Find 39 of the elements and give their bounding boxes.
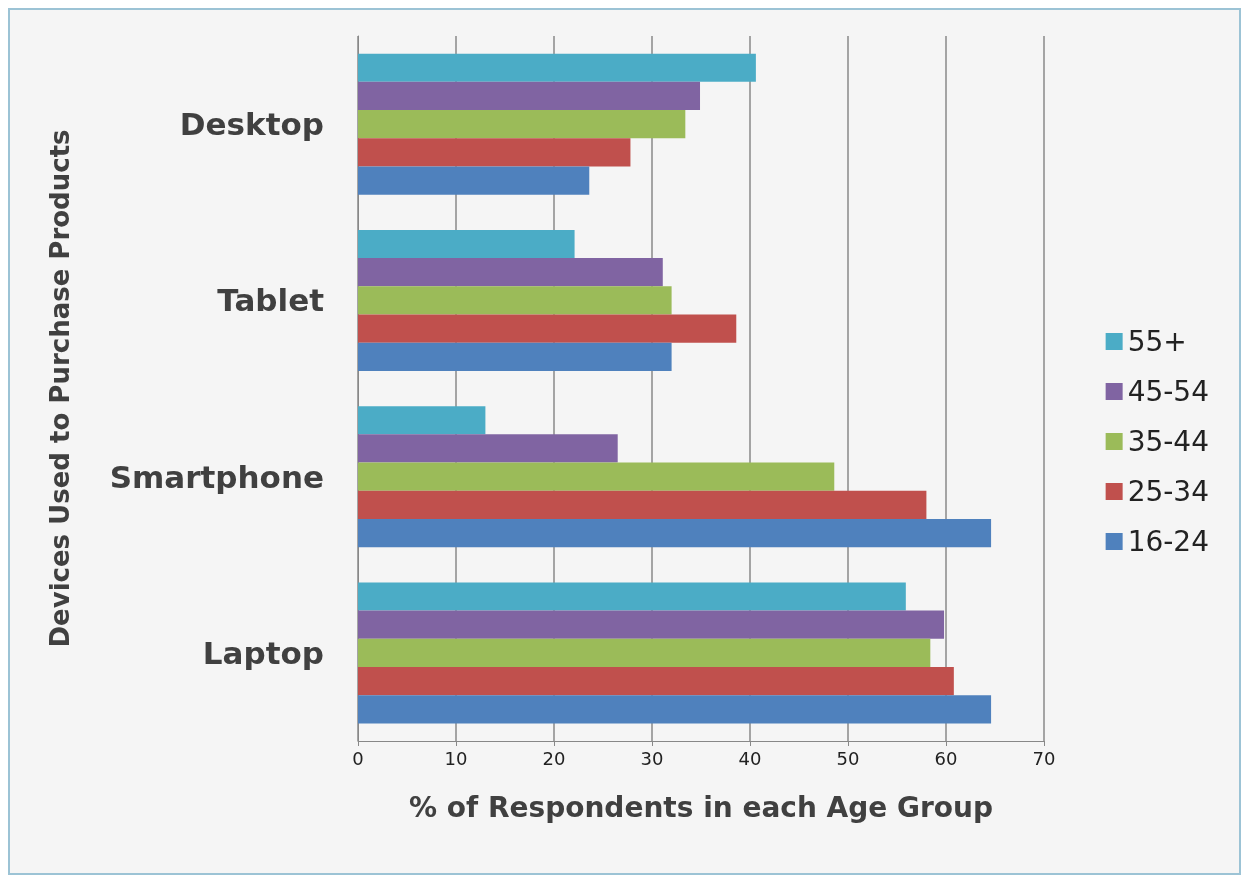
bar [358, 53, 756, 82]
x-tick-label: 0 [352, 747, 364, 769]
bar [358, 110, 686, 139]
legend-label: 25-34 [1127, 475, 1210, 508]
bar [358, 258, 663, 287]
y-tick-label: Tablet [217, 282, 325, 319]
x-tick-label: 40 [738, 747, 762, 769]
bar [358, 138, 631, 167]
bar [358, 166, 590, 195]
bar [358, 490, 927, 519]
bar [358, 518, 992, 548]
x-tick-label: 30 [640, 747, 664, 769]
bar [358, 582, 906, 611]
x-axis-title: % of Respondents in each Age Group [408, 790, 994, 824]
bar [358, 462, 835, 491]
bar [358, 666, 954, 696]
bar [358, 434, 618, 463]
x-tick-label: 20 [542, 747, 566, 769]
bar [358, 229, 575, 259]
x-tick-label: 70 [1032, 747, 1056, 769]
bar [358, 342, 672, 371]
x-tick-label: 10 [444, 747, 468, 769]
bar [358, 286, 672, 315]
bar [358, 406, 486, 435]
x-tick-label: 50 [836, 747, 860, 769]
legend-label: 55+ [1127, 325, 1187, 358]
y-tick-label: Desktop [179, 106, 324, 143]
y-tick-label: Laptop [202, 634, 324, 671]
legend-label: 16-24 [1127, 525, 1210, 558]
bar [358, 610, 945, 639]
legend-label: 35-44 [1127, 425, 1210, 458]
bar [358, 314, 737, 343]
bar [358, 638, 931, 667]
y-tick-label: Smartphone [109, 458, 324, 495]
bar [358, 695, 992, 724]
x-tick-label: 60 [934, 747, 958, 769]
y-axis-title: Devices Used to Purchase Products [45, 129, 75, 648]
bar [358, 81, 701, 111]
legend-label: 45-54 [1127, 375, 1210, 408]
